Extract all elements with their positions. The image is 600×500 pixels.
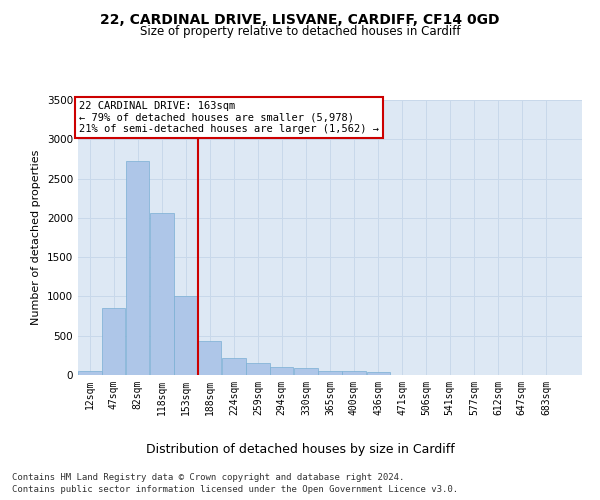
- Bar: [102, 308, 125, 375]
- Bar: [342, 370, 365, 375]
- Bar: [367, 372, 390, 375]
- Text: Contains HM Land Registry data © Crown copyright and database right 2024.: Contains HM Land Registry data © Crown c…: [12, 472, 404, 482]
- Bar: [318, 370, 342, 375]
- Bar: [150, 213, 174, 375]
- Bar: [223, 358, 246, 375]
- Text: Distribution of detached houses by size in Cardiff: Distribution of detached houses by size …: [146, 442, 454, 456]
- Bar: [126, 162, 149, 375]
- Bar: [270, 367, 293, 375]
- Text: Contains public sector information licensed under the Open Government Licence v3: Contains public sector information licen…: [12, 485, 458, 494]
- Bar: [198, 341, 221, 375]
- Text: 22 CARDINAL DRIVE: 163sqm
← 79% of detached houses are smaller (5,978)
21% of se: 22 CARDINAL DRIVE: 163sqm ← 79% of detac…: [79, 101, 379, 134]
- Text: 22, CARDINAL DRIVE, LISVANE, CARDIFF, CF14 0GD: 22, CARDINAL DRIVE, LISVANE, CARDIFF, CF…: [100, 12, 500, 26]
- Bar: [78, 371, 101, 375]
- Y-axis label: Number of detached properties: Number of detached properties: [31, 150, 41, 325]
- Bar: [174, 296, 197, 375]
- Text: Size of property relative to detached houses in Cardiff: Size of property relative to detached ho…: [140, 25, 460, 38]
- Bar: [295, 368, 318, 375]
- Bar: [246, 363, 269, 375]
